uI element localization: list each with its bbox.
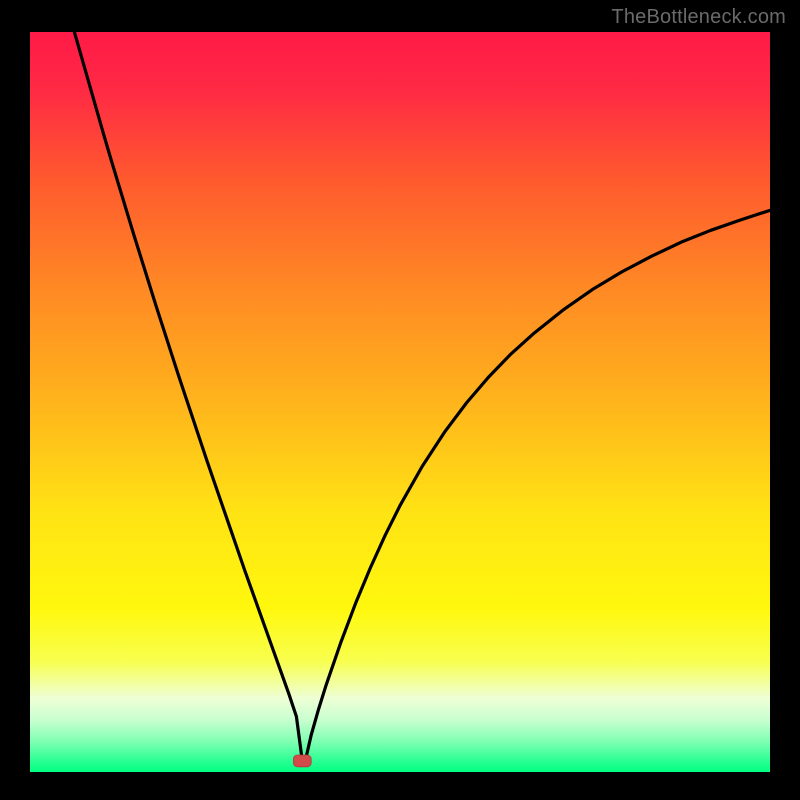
plot-background bbox=[30, 32, 770, 772]
watermark-text: TheBottleneck.com bbox=[611, 6, 786, 29]
bottleneck-chart bbox=[0, 0, 800, 800]
minimum-marker bbox=[293, 755, 311, 767]
chart-stage: TheBottleneck.com bbox=[0, 0, 800, 800]
